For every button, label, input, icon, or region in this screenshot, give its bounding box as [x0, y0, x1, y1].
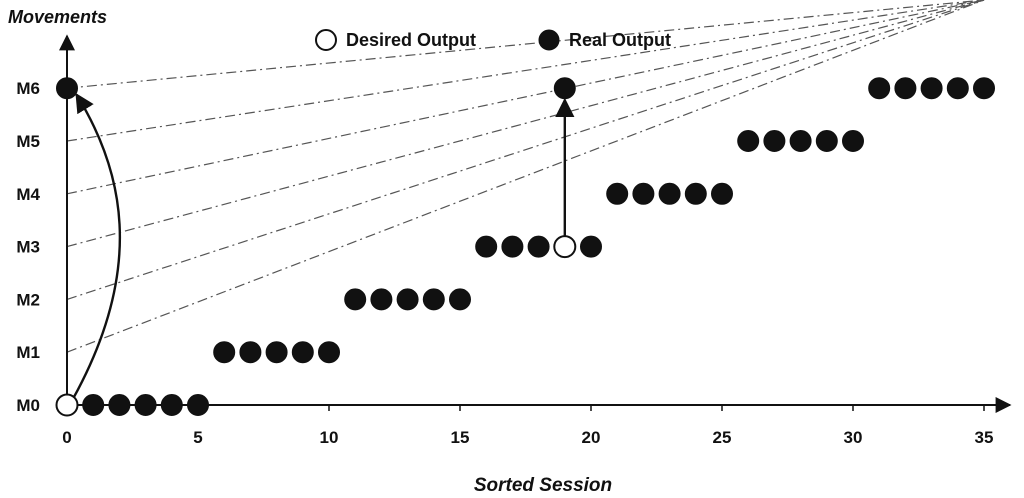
desired-output-point [55, 393, 79, 417]
real-output-point [632, 182, 655, 205]
real-output-point [737, 130, 760, 152]
real-output-point [134, 394, 157, 416]
real-output-point [684, 182, 707, 205]
real-output-point [580, 235, 602, 258]
x-tick-label: 10 [320, 428, 339, 447]
axes: 0 5 10 15 20 25 30 35 M0 M1 M2 M3 M4 M5 M6 Movements Sor… [8, 7, 1012, 496]
x-tick-label: 15 [451, 428, 470, 447]
real-output-point [658, 182, 681, 205]
real-output-point [56, 77, 78, 100]
gridline-m4 [66, 0, 985, 195]
real-output-point [422, 288, 445, 311]
legend-hollow-marker [315, 29, 337, 51]
y-tick-label: M6 [16, 79, 40, 98]
gridline-m3 [66, 0, 985, 248]
legend-label: Desired Output [346, 30, 476, 50]
real-output-point [920, 77, 943, 100]
x-tick-label: 0 [62, 428, 71, 447]
real-output-point [527, 235, 550, 258]
real-output-point [606, 182, 629, 205]
real-output-point [108, 394, 131, 416]
gridline-m6 [66, 0, 985, 89]
x-tick-label: 5 [193, 428, 202, 447]
real-output-point [318, 341, 340, 364]
real-output-point [763, 130, 786, 152]
y-tick-label: M3 [16, 238, 40, 257]
curved-arrow [71, 92, 122, 400]
gridline-m1 [66, 0, 985, 353]
real-output-point [187, 394, 209, 416]
real-output-point [842, 130, 864, 152]
x-tick-label: 25 [713, 428, 732, 447]
y-axis-title: Movements [8, 7, 107, 27]
legend-filled-marker [538, 29, 560, 51]
real-output-point [370, 288, 393, 311]
data-points [55, 77, 995, 417]
real-output-point [82, 394, 105, 416]
real-output-point [213, 341, 236, 364]
desired-output-point [553, 235, 577, 259]
real-output-point [344, 288, 367, 311]
real-output-point [946, 77, 969, 100]
real-output-point [291, 341, 314, 364]
real-output-point [396, 288, 419, 311]
real-output-point [265, 341, 288, 364]
real-output-point [475, 235, 498, 258]
x-tick-label: 20 [582, 428, 601, 447]
y-tick-label: M1 [16, 343, 40, 362]
real-output-point [711, 182, 733, 205]
real-output-point [160, 394, 183, 416]
legend-label: Real Output [569, 30, 671, 50]
gridlines [66, 0, 985, 353]
real-output-point [973, 77, 995, 100]
real-output-point [868, 77, 891, 100]
x-tick-label: 30 [844, 428, 863, 447]
real-output-point [789, 130, 812, 152]
x-axis-title: Sorted Session [474, 475, 612, 496]
real-output-point [894, 77, 917, 100]
real-output-point [815, 130, 838, 152]
y-tick-label: M4 [16, 185, 40, 204]
gridline-m5 [66, 0, 985, 142]
y-tick-label: M5 [16, 132, 40, 151]
real-output-point [239, 341, 262, 364]
real-output-point [449, 288, 471, 311]
gridline-m2 [66, 0, 985, 300]
real-output-point [553, 77, 576, 100]
y-tick-label: M0 [16, 396, 40, 415]
real-output-point [501, 235, 524, 258]
x-tick-label: 35 [975, 428, 994, 447]
annotations [71, 92, 575, 400]
y-tick-label: M2 [16, 290, 40, 309]
legend: Desired Output Real Output [315, 29, 671, 51]
